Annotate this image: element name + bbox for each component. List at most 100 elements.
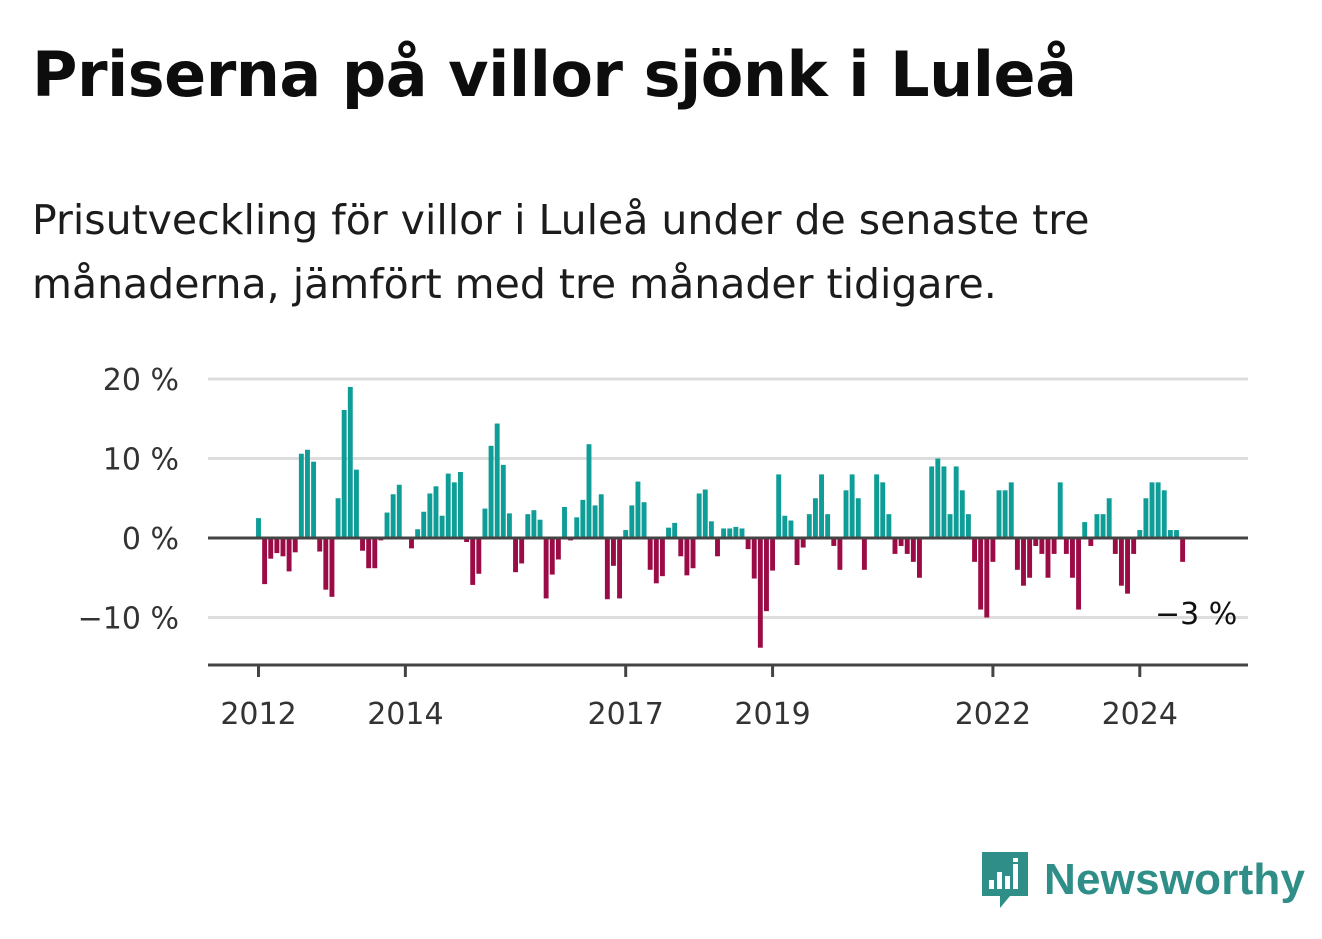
bar	[611, 538, 616, 566]
y-axis-labels: 20 % 10 % 0 % −10 %	[78, 363, 179, 637]
bar	[298, 453, 304, 538]
bar	[427, 493, 433, 538]
bar	[409, 538, 414, 549]
bar	[1149, 482, 1155, 538]
bar	[819, 474, 824, 538]
bar	[1125, 538, 1130, 594]
bar	[770, 538, 776, 571]
bar	[580, 499, 586, 538]
bar	[764, 538, 769, 612]
bar	[390, 494, 396, 538]
chart-title: Priserna på villor sjönk i Luleå	[32, 38, 1077, 111]
bar	[366, 538, 372, 569]
bar	[733, 526, 739, 538]
brand-logo: Newsworthy	[980, 850, 1305, 910]
bar	[898, 538, 904, 546]
bar	[531, 510, 537, 538]
x-tick-label: 2017	[588, 697, 664, 732]
bar	[1174, 530, 1179, 538]
x-tick-label: 2012	[220, 697, 296, 732]
y-tick-label: 20 %	[103, 363, 179, 398]
bar	[941, 466, 947, 538]
bar	[476, 538, 482, 574]
x-axis-labels: 2012 2014 2017 2019 2022 2024	[220, 665, 1178, 732]
bar	[464, 538, 470, 542]
bar	[757, 538, 763, 648]
bar	[1045, 538, 1051, 578]
bar	[1131, 538, 1137, 554]
brand-name: Newsworthy	[1044, 855, 1306, 904]
bar	[280, 538, 286, 557]
bar	[506, 513, 512, 538]
bar	[1021, 538, 1026, 586]
bar	[1008, 482, 1014, 538]
bar	[543, 538, 549, 599]
bar	[433, 486, 439, 538]
bar	[451, 482, 457, 538]
bar	[268, 538, 274, 559]
bar	[415, 529, 421, 538]
bar	[880, 482, 886, 538]
bar-chart: 20 % 10 % 0 % −10 % 2012 2014 2017 2019 2022 202…	[78, 363, 1248, 732]
x-tick-label: 2022	[955, 697, 1031, 732]
bar	[800, 538, 806, 548]
bar	[1014, 538, 1020, 570]
bar	[317, 538, 323, 552]
bar	[696, 493, 702, 538]
bar	[690, 538, 696, 569]
bar	[617, 538, 623, 599]
bar	[745, 538, 751, 550]
bar	[751, 538, 757, 579]
bar	[831, 538, 837, 546]
bar	[562, 507, 567, 538]
bar	[929, 466, 935, 538]
bar	[1106, 498, 1112, 538]
last-value-annotation: −3 %	[1155, 597, 1237, 632]
bar	[623, 530, 629, 538]
x-tick-label: 2019	[734, 697, 810, 732]
bar	[990, 538, 996, 562]
bar	[1137, 530, 1143, 538]
y-tick-label: −10 %	[78, 602, 179, 637]
bar	[855, 498, 861, 538]
bar	[1076, 538, 1082, 610]
bar	[347, 386, 353, 538]
bar	[635, 481, 641, 539]
bar	[1143, 498, 1149, 538]
gridlines	[208, 377, 1248, 619]
bar	[886, 514, 892, 538]
bar	[500, 464, 506, 538]
bar	[574, 517, 580, 538]
bar	[904, 538, 910, 554]
chart-subtitle: Prisutveckling för villor i Luleå under …	[32, 196, 1090, 308]
bar	[421, 511, 427, 538]
axes	[208, 536, 1248, 667]
bar	[861, 538, 867, 570]
bar	[684, 538, 690, 576]
bar	[586, 444, 592, 538]
bar	[666, 527, 671, 538]
bar	[470, 538, 476, 585]
bar	[396, 484, 402, 539]
bar	[965, 514, 971, 538]
bar	[494, 423, 500, 538]
bar	[776, 474, 782, 538]
bars	[256, 386, 1186, 648]
bar	[519, 538, 525, 564]
bar	[672, 522, 678, 538]
bar	[917, 538, 922, 578]
bar	[812, 498, 818, 538]
bar	[806, 514, 812, 538]
bar	[653, 538, 659, 584]
bar	[1039, 538, 1045, 554]
bar	[311, 461, 317, 538]
bar	[604, 538, 610, 600]
bar	[445, 473, 451, 538]
bar	[837, 538, 843, 570]
bar	[286, 538, 292, 572]
bar	[360, 538, 365, 551]
bar	[353, 469, 359, 538]
bar	[274, 538, 280, 554]
bar	[482, 508, 488, 538]
bar-chart-speech-bubble-icon	[982, 852, 1028, 908]
